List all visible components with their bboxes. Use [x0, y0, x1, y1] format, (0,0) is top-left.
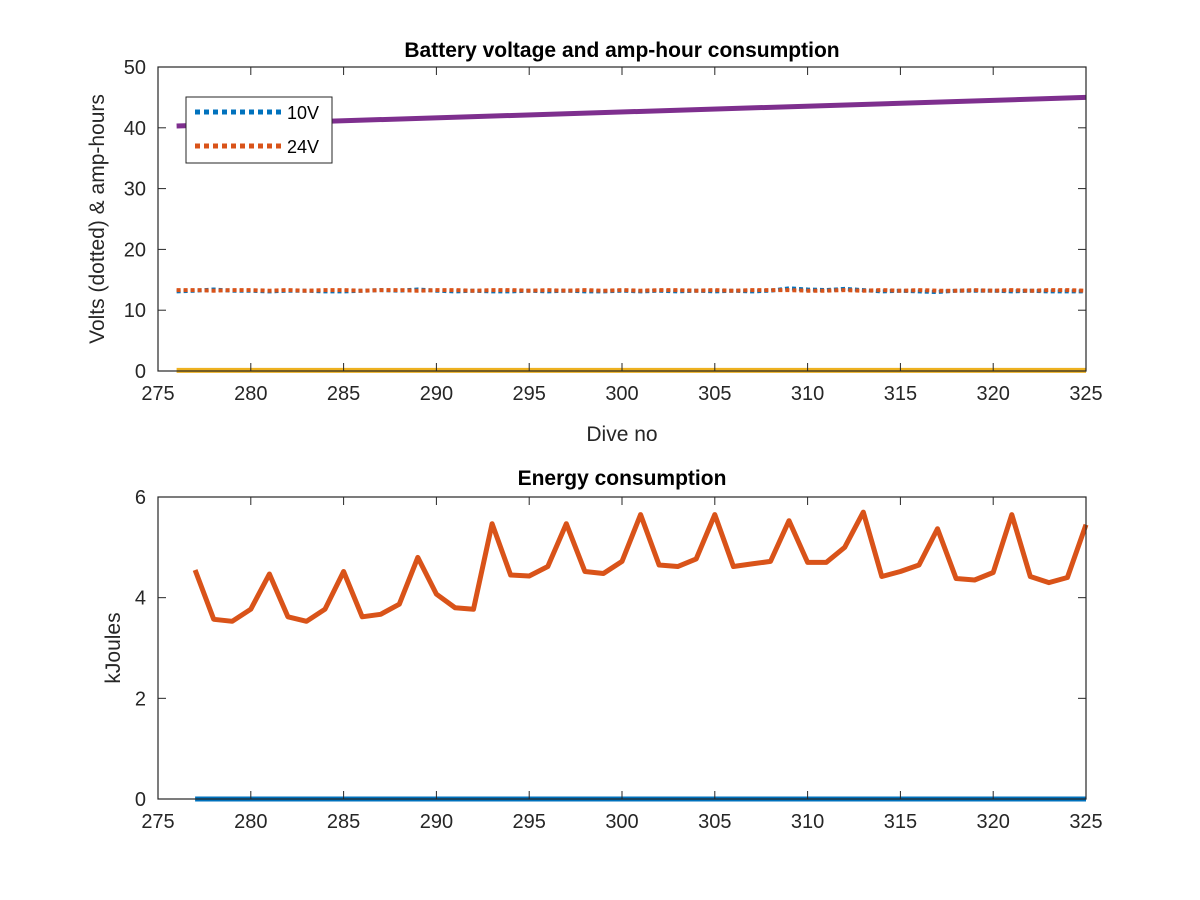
- energy-x-tick-label: 295: [513, 811, 546, 833]
- battery-x-tick-label: 290: [420, 383, 453, 405]
- battery-y-tick-label: 40: [124, 118, 146, 140]
- energy-x-tick-label: 325: [1069, 811, 1102, 833]
- legend-label-10v: 10V: [287, 103, 319, 123]
- energy-x-tick-label: 300: [605, 811, 638, 833]
- battery-legend: 10V 24V: [185, 96, 333, 164]
- battery-x-tick-label: 280: [234, 383, 267, 405]
- energy-x-tick-label: 305: [698, 811, 731, 833]
- energy-y-tick-label: 4: [135, 588, 146, 610]
- energy-x-tick-label: 310: [791, 811, 824, 833]
- battery-y-tick-label: 0: [135, 361, 146, 383]
- energy-consumption-axes: 275 280 285 290 295 300 305 310 315 320 325 0 2 4 6 En…: [102, 467, 1103, 833]
- battery-voltage-axes: 275 280 285 290 295 300 305 310 315 320 325 0 10 20 30…: [86, 39, 1103, 446]
- battery-x-tick-label: 275: [141, 383, 174, 405]
- battery-ticks: 275 280 285 290 295 300 305 310 315 320 325 0 10 20 30…: [124, 57, 1103, 405]
- battery-x-tick-label: 310: [791, 383, 824, 405]
- energy-y-axis-label: kJoules: [102, 612, 125, 683]
- energy-x-tick-label: 275: [141, 811, 174, 833]
- battery-chart-title: Battery voltage and amp-hour consumption: [404, 39, 839, 62]
- energy-y-tick-label: 6: [135, 487, 146, 509]
- battery-y-axis-label: Volts (dotted) & amp-hours: [86, 94, 109, 344]
- energy-y-tick-label: 0: [135, 789, 146, 811]
- battery-x-tick-label: 300: [605, 383, 638, 405]
- battery-x-axis-label: Dive no: [586, 423, 657, 446]
- battery-y-tick-label: 30: [124, 179, 146, 201]
- battery-x-tick-label: 305: [698, 383, 731, 405]
- energy-x-tick-label: 315: [884, 811, 917, 833]
- battery-x-tick-label: 320: [977, 383, 1010, 405]
- battery-y-tick-label: 20: [124, 239, 146, 261]
- battery-x-tick-label: 325: [1069, 383, 1102, 405]
- energy-x-tick-label: 285: [327, 811, 360, 833]
- legend-label-24v: 24V: [287, 137, 319, 157]
- energy-x-tick-label: 290: [420, 811, 453, 833]
- energy-x-tick-label: 280: [234, 811, 267, 833]
- battery-y-tick-label: 50: [124, 57, 146, 79]
- battery-y-tick-label: 10: [124, 300, 146, 322]
- energy-x-tick-label: 320: [977, 811, 1010, 833]
- battery-x-tick-label: 295: [513, 383, 546, 405]
- battery-x-tick-label: 315: [884, 383, 917, 405]
- legend-box: [185, 96, 333, 164]
- battery-series-24v-line: [176, 288, 1087, 293]
- energy-ticks: 275 280 285 290 295 300 305 310 315 320 325 0 2 4 6: [135, 487, 1103, 833]
- energy-series-1-line: [192, 509, 1089, 624]
- battery-x-tick-label: 285: [327, 383, 360, 405]
- energy-chart-title: Energy consumption: [518, 467, 727, 490]
- energy-y-tick-label: 2: [135, 688, 146, 710]
